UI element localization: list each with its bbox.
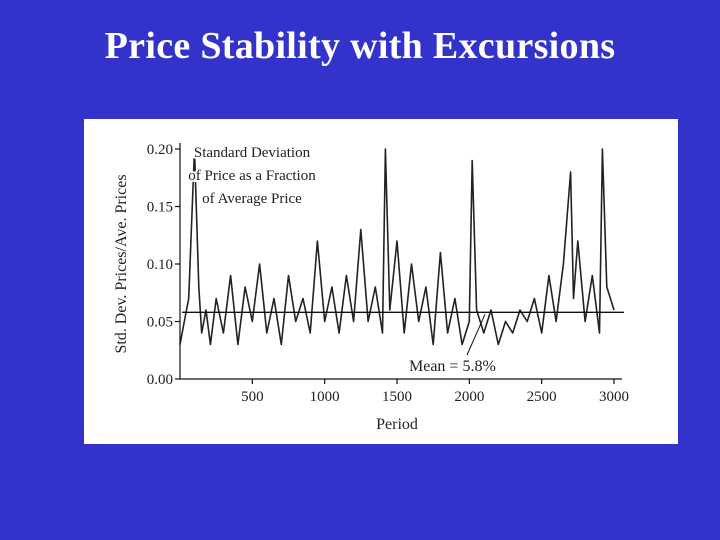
annotation-line-1: of Price as a Fraction	[188, 168, 316, 184]
annotation-line-0: Standard Deviation	[194, 145, 311, 161]
x-tick-label-4: 2500	[527, 389, 557, 405]
slide-title: Price Stability with Excursions	[104, 25, 616, 67]
x-tick-label-0: 500	[241, 389, 263, 405]
y-tick-label-3: 0.15	[147, 200, 173, 216]
x-axis-label: Period	[376, 416, 418, 433]
x-tick-label-2: 1500	[382, 389, 412, 405]
y-axis-label: Std. Dev. Prices/Ave. Prices	[113, 174, 130, 353]
x-tick-label-5: 3000	[599, 389, 629, 405]
y-tick-label-4: 0.20	[147, 142, 173, 158]
x-tick-label-1: 1000	[310, 389, 340, 405]
annotation-line-2: of Average Price	[202, 191, 302, 207]
mean-label: Mean = 5.8%	[409, 358, 496, 375]
x-tick-label-3: 2000	[454, 389, 484, 405]
series-line-0	[179, 148, 615, 346]
y-tick-label-0: 0.00	[147, 372, 173, 388]
chart-figure: 0.00 0.05 0.10 0.15 0.20 500 1000 1500 2000 2500 3…	[84, 119, 678, 444]
y-tick-label-1: 0.05	[147, 315, 173, 331]
mean-leader-line	[466, 314, 486, 356]
price-stability-chart: 0.00 0.05 0.10 0.15 0.20 500 1000 1500 2000 2500 3…	[113, 142, 629, 433]
y-tick-label-2: 0.10	[147, 257, 173, 273]
